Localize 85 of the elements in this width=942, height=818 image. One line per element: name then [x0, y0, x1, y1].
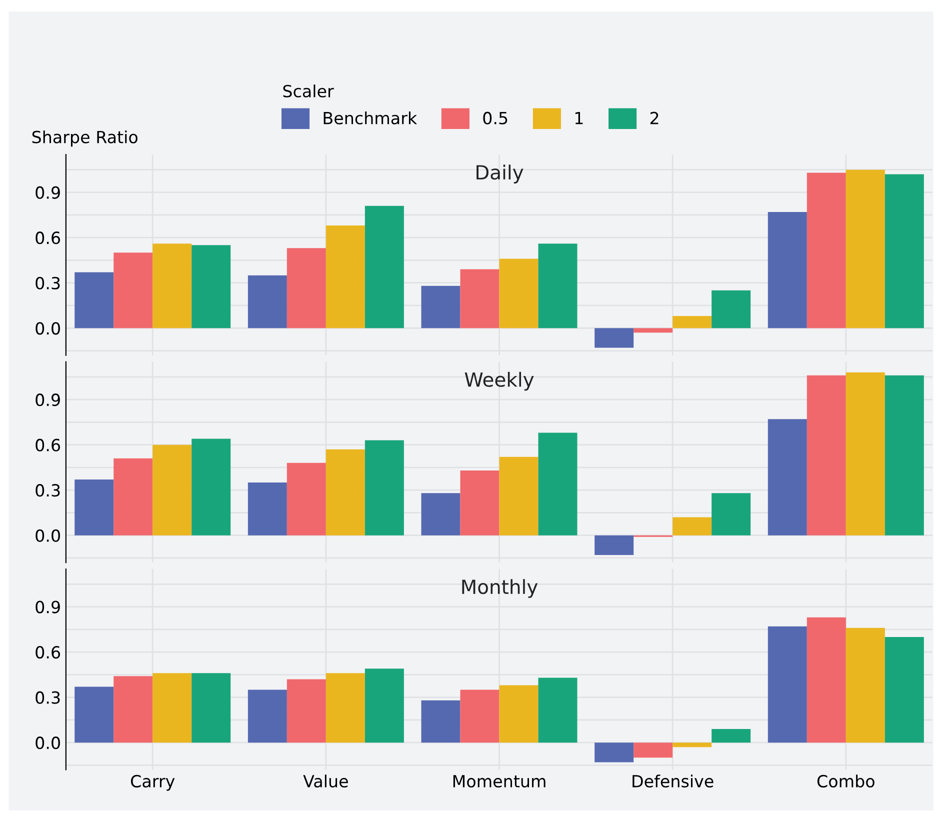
bar	[768, 212, 807, 328]
bar	[634, 742, 673, 758]
bar	[152, 444, 192, 536]
bar	[421, 286, 460, 328]
y-tick-label: 0.3	[36, 276, 60, 290]
bar	[884, 636, 924, 743]
bar	[806, 172, 846, 328]
bar	[499, 456, 538, 536]
bar	[672, 316, 712, 328]
y-tick-label: 0.9	[36, 600, 60, 614]
y-tick-label: 0.0	[36, 736, 60, 750]
bar	[594, 742, 634, 762]
bar	[152, 673, 192, 743]
y-tick-label: 0.9	[36, 394, 60, 406]
bar	[286, 679, 326, 743]
bar	[806, 375, 846, 536]
bar	[672, 742, 712, 748]
y-tick-label: 0.6	[36, 438, 60, 452]
bar	[499, 258, 538, 328]
bar	[460, 690, 500, 743]
bar	[364, 206, 404, 328]
bar	[364, 668, 404, 743]
bar	[594, 328, 634, 348]
legend-label: 2	[650, 112, 658, 124]
chart-title: Monthly	[462, 579, 538, 598]
bar	[248, 275, 287, 328]
bar	[326, 449, 365, 536]
x-tick-label: Combo	[817, 774, 874, 788]
legend-label: 0.5	[483, 112, 508, 124]
bar	[768, 626, 807, 743]
bar	[538, 678, 578, 743]
bar	[326, 673, 365, 743]
chart-title: Daily	[476, 164, 524, 184]
bar	[152, 244, 192, 328]
bar	[114, 458, 153, 536]
bar	[499, 685, 538, 743]
bar	[74, 686, 114, 743]
x-tick-label: Value	[303, 774, 348, 788]
bar	[74, 480, 114, 536]
bar	[364, 440, 404, 536]
x-tick-label: Momentum	[453, 775, 546, 788]
y-tick-label: 0.9	[36, 186, 60, 199]
bar	[884, 375, 924, 536]
bar	[538, 432, 578, 536]
legend-title: Scaler	[283, 84, 334, 98]
bar	[421, 493, 460, 536]
x-tick-label: Carry	[130, 774, 175, 791]
bar	[806, 617, 846, 743]
bar	[248, 690, 287, 743]
bar	[192, 673, 231, 743]
bar	[846, 372, 885, 536]
y-tick-label: 0.0	[36, 529, 60, 542]
bar	[672, 517, 712, 536]
y-tick-label: 0.6	[36, 646, 60, 659]
bar	[192, 438, 231, 536]
chart-title: Weekly	[464, 372, 534, 391]
bar	[286, 248, 326, 328]
bar	[846, 170, 885, 328]
bar	[538, 244, 578, 328]
bar	[712, 493, 751, 536]
y-tick-label: 0.3	[36, 691, 60, 704]
y-tick-label: 0.6	[36, 232, 60, 244]
bar	[114, 676, 153, 743]
bar	[421, 700, 460, 743]
bar	[594, 535, 634, 555]
bar	[634, 328, 673, 333]
x-tick-label: Defensive	[632, 774, 714, 788]
legend-label: Benchmark	[324, 111, 418, 124]
bar	[248, 482, 287, 536]
y-tick-label: 0.3	[36, 484, 60, 497]
bar	[460, 470, 500, 536]
bar	[114, 252, 153, 328]
bar	[326, 226, 365, 328]
bar	[884, 174, 924, 328]
bar	[712, 729, 751, 743]
bar	[712, 290, 751, 328]
bar	[286, 462, 326, 536]
y-axis-title: Sharpe Ratio	[32, 130, 138, 147]
bar	[460, 269, 500, 328]
bar	[846, 628, 885, 743]
bar	[192, 245, 231, 328]
bar	[768, 419, 807, 536]
bar	[74, 272, 114, 328]
y-tick-label: 0.0	[36, 322, 60, 335]
legend-label: 1	[575, 112, 583, 124]
